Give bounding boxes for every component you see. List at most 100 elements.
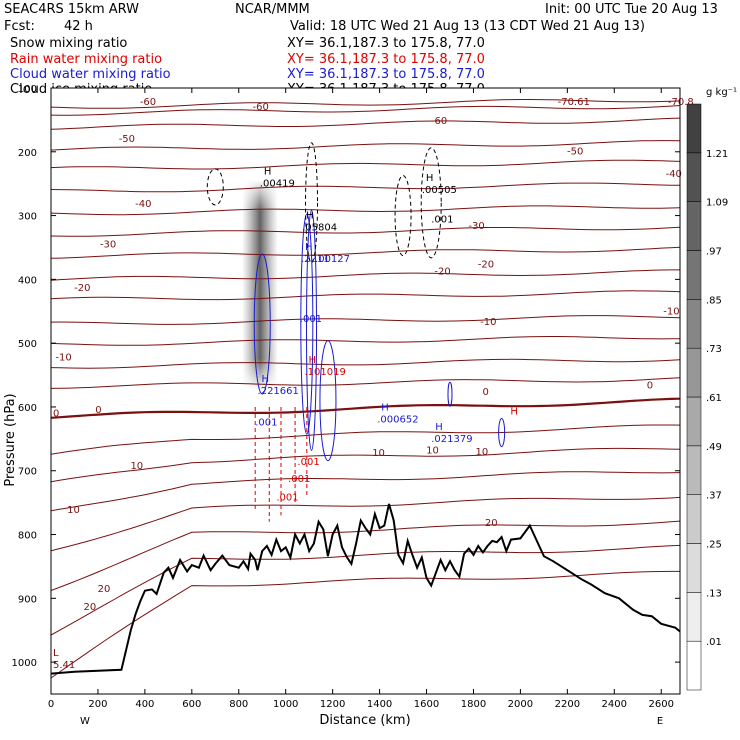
cloud-ice-contour (305, 142, 319, 264)
maximum-marker: H (308, 355, 316, 366)
x-tick-label: 1800 (461, 699, 486, 710)
temperature-contour (51, 544, 680, 636)
x-tick-label: 1400 (367, 699, 392, 710)
maxima-layer: H.00419H.00505H.05804.001H.2211.00127.00… (53, 167, 518, 671)
maximum-value: .00419 (260, 179, 295, 190)
temperature-contour-label: -40 (135, 199, 151, 210)
temperature-contour-label: -10 (480, 317, 496, 328)
header: SEAC4RS 15km ARW NCAR/MMM Init: 00 UTC T… (4, 2, 718, 97)
colorbar: .01 .13 .25 .37 .49 .61 .73 .85 .97 1.09 1.21 (686, 103, 728, 691)
temperature-contour-label: 10 (426, 446, 439, 457)
temperature-contour (51, 447, 680, 483)
x-axis-west-label: W (80, 716, 90, 727)
model-title: SEAC4RS 15km ARW (4, 2, 139, 17)
x-tick-label: 1600 (414, 699, 439, 710)
temperature-contour-label: -50 (119, 134, 135, 145)
x-tick-label: 2000 (508, 699, 533, 710)
temperature-contour-label: 20 (485, 518, 498, 529)
x-tick-label: 1200 (320, 699, 345, 710)
y-tick-label: 800 (18, 531, 37, 542)
colorbar-tick-label: .61 (706, 393, 722, 404)
temperature-contour-label: -30 (100, 240, 116, 251)
temperature-contour-label: 20 (84, 602, 97, 613)
colorbar-swatch (686, 494, 702, 544)
maximum-value: .001 (431, 214, 453, 225)
temperature-contour (51, 336, 680, 346)
field-name-cloud-water: Cloud water mixing ratio (10, 67, 171, 82)
cloud-water-contour (498, 417, 506, 447)
temperature-contour-label: 20 (98, 584, 111, 595)
x-tick-label: 2400 (602, 699, 627, 710)
temperature-contour-label: -70.8 (668, 97, 694, 108)
colorbar-tick-label: .01 (706, 637, 722, 648)
temperature-contour (51, 377, 680, 389)
y-tick-label: 200 (18, 148, 37, 159)
x-axis-label: Distance (km) (319, 713, 410, 728)
temperature-contour (51, 520, 680, 591)
temperature-contour (51, 182, 680, 193)
colorbar-swatch (686, 640, 702, 691)
colorbar-swatch (686, 592, 702, 642)
x-axis-east-label: E (657, 716, 663, 727)
maximum-marker: H (264, 167, 272, 178)
temperature-contour-label: 10 (372, 448, 385, 459)
temperature-contour-label: 10 (130, 461, 143, 472)
maximum-value: .001 (288, 474, 310, 485)
org-label: NCAR/MMM (235, 2, 310, 17)
y-tick-label: 600 (18, 403, 37, 414)
contour-label-layer: -70.61 -70.8 -60 -60 -60 -50 -50 -40 -40 -30 -30 -2… (53, 97, 694, 613)
cloud-water-contour (300, 213, 314, 435)
colorbar-swatch (686, 152, 702, 202)
valid-time: Valid: 18 UTC Wed 21 Aug 13 (13 CDT Wed … (290, 19, 645, 34)
cloud-water-contour (447, 381, 453, 407)
temperature-contour-label: -70.61 (558, 97, 590, 108)
terrain-line (50, 503, 681, 675)
colorbar-tick-label: .97 (706, 247, 722, 258)
temperature-contour-label: -10 (55, 353, 71, 364)
temperature-contour-label: 0 (95, 405, 101, 416)
temperature-contour (51, 397, 680, 419)
terrain-layer (50, 503, 681, 675)
colorbar-swatch (686, 103, 702, 154)
x-tick-label: 0 (48, 699, 54, 710)
colorbar-tick-label: .49 (706, 442, 722, 453)
maximum-value: .00505 (422, 185, 457, 196)
colorbar-swatch (686, 250, 702, 300)
temperature-contour (51, 205, 680, 216)
maximum-value: .001 (297, 457, 319, 468)
temperature-contour (51, 140, 680, 151)
field-xy-rain: XY= 36.1,187.3 to 175.8, 77.0 (287, 52, 485, 67)
y-axis-label: Pressure (hPa) (3, 393, 18, 486)
colorbar-tick-label: 1.09 (706, 198, 728, 209)
temperature-contour-label: -20 (74, 283, 90, 294)
maximum-marker: H (381, 403, 389, 414)
x-tick-label: 200 (88, 699, 107, 710)
temperature-contour-label: -60 (140, 97, 156, 108)
terrain-minimum-value: 5.41 (53, 660, 75, 671)
x-tick-label: 1000 (273, 699, 298, 710)
axes: 0 200 400 600 800 1000 1200 1400 1600 1800 2000 220… (12, 84, 680, 710)
temperature-contour-label: -20 (478, 259, 494, 270)
colorbar-tick-label: .13 (706, 588, 722, 599)
cloud-water-contour (306, 209, 318, 451)
maximum-value: .001 (276, 493, 298, 504)
temperature-contour (51, 105, 680, 116)
maximum-value: .2211 (301, 254, 330, 265)
temperature-contour (51, 290, 680, 301)
y-tick-label: 700 (18, 467, 37, 478)
x-tick-label: 2200 (555, 699, 580, 710)
plot-frame (50, 87, 681, 695)
x-tick-label: 2600 (648, 699, 673, 710)
maximum-marker: H (305, 242, 313, 253)
mixing-ratio-contours (206, 142, 506, 522)
cloud-ice-contour (394, 175, 412, 257)
maximum-value: .001 (300, 314, 322, 325)
plot-area (51, 88, 680, 694)
maximum-marker: H (262, 374, 270, 385)
maximum-value: .001 (255, 417, 277, 428)
temperature-contour (51, 496, 680, 552)
y-tick-label: 500 (18, 339, 37, 350)
colorbar-swatch (686, 347, 702, 398)
colorbar-tick-label: .25 (706, 540, 722, 551)
